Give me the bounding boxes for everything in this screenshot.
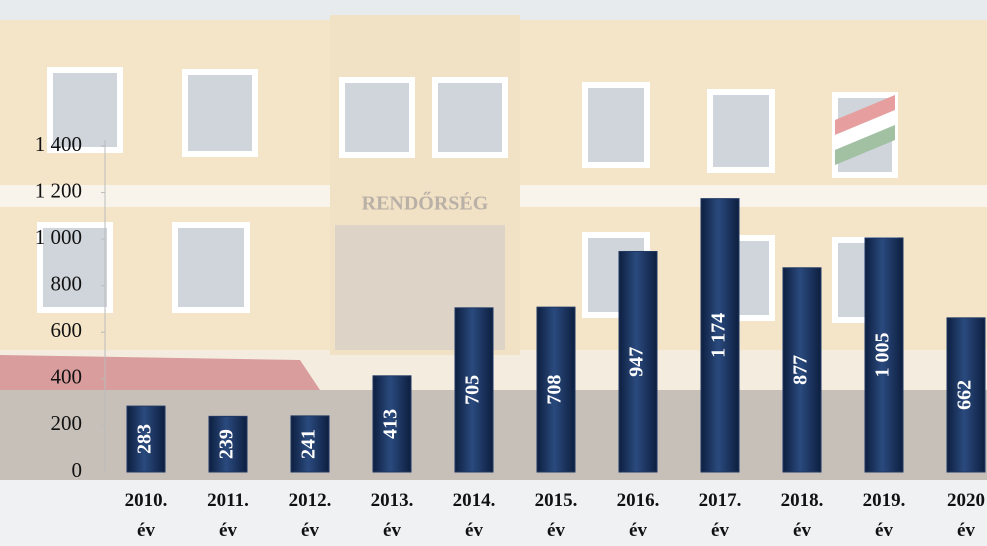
value-label: 662	[954, 380, 976, 410]
value-label: 241	[298, 429, 320, 459]
y-tick-label: 200	[51, 411, 83, 435]
value-label: 947	[626, 347, 648, 377]
y-tick-label: 0	[72, 458, 83, 482]
y-tick-label: 1 400	[35, 132, 82, 156]
chart: RENDŐRSÉG 02004006008001 0001 2001 40028…	[0, 0, 987, 546]
value-label: 413	[380, 409, 402, 439]
value-label: 239	[216, 429, 238, 459]
value-label: 705	[462, 375, 484, 405]
value-label: 1 005	[872, 332, 894, 377]
y-tick-label: 600	[51, 318, 83, 342]
page: {"chart_data": {"type": "bar", "categori…	[0, 0, 987, 546]
value-label: 877	[790, 355, 812, 385]
value-label: 1 174	[708, 313, 730, 358]
y-tick-label: 800	[51, 272, 83, 296]
y-tick-label: 1 200	[35, 178, 82, 202]
y-tick-label: 400	[51, 365, 83, 389]
value-label: 708	[544, 375, 566, 405]
y-tick-label: 1 000	[35, 225, 82, 249]
value-label: 283	[134, 424, 156, 454]
